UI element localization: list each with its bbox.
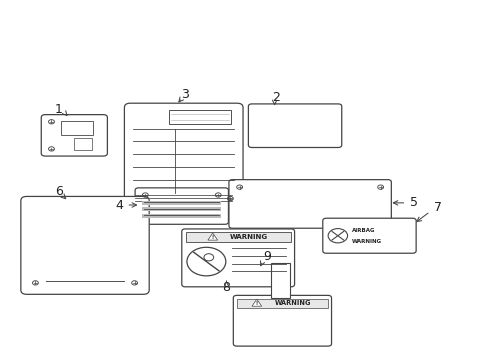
Text: WARNING: WARNING bbox=[275, 300, 311, 306]
FancyBboxPatch shape bbox=[233, 296, 331, 346]
FancyBboxPatch shape bbox=[135, 188, 228, 224]
Bar bbox=[142, 201, 221, 205]
Text: 8: 8 bbox=[222, 281, 230, 294]
Text: 5: 5 bbox=[409, 196, 417, 210]
Polygon shape bbox=[251, 299, 261, 306]
Polygon shape bbox=[207, 233, 217, 240]
Text: 2: 2 bbox=[272, 91, 280, 104]
Text: 9: 9 bbox=[263, 250, 270, 263]
Text: WARNING: WARNING bbox=[229, 234, 267, 240]
FancyBboxPatch shape bbox=[182, 229, 294, 287]
FancyBboxPatch shape bbox=[322, 218, 415, 253]
FancyBboxPatch shape bbox=[124, 103, 243, 207]
Bar bbox=[271, 263, 289, 298]
Bar bbox=[61, 121, 93, 135]
Text: 7: 7 bbox=[433, 201, 441, 213]
Bar bbox=[142, 207, 221, 211]
Text: 3: 3 bbox=[181, 88, 188, 101]
Bar bbox=[74, 138, 92, 150]
Text: WARNING: WARNING bbox=[351, 239, 381, 244]
FancyBboxPatch shape bbox=[248, 104, 341, 148]
Text: 6: 6 bbox=[55, 185, 62, 198]
Bar bbox=[142, 213, 221, 218]
FancyBboxPatch shape bbox=[41, 114, 107, 156]
Text: 4: 4 bbox=[115, 198, 123, 212]
FancyBboxPatch shape bbox=[21, 197, 149, 294]
Text: AIRBAG: AIRBAG bbox=[351, 228, 374, 233]
Bar bbox=[185, 233, 290, 242]
Bar bbox=[127, 104, 170, 120]
Bar bbox=[237, 299, 327, 308]
Text: !: ! bbox=[255, 301, 258, 306]
Text: !: ! bbox=[211, 235, 213, 240]
Text: 1: 1 bbox=[55, 103, 62, 116]
Bar bbox=[168, 111, 230, 124]
FancyBboxPatch shape bbox=[228, 180, 390, 228]
